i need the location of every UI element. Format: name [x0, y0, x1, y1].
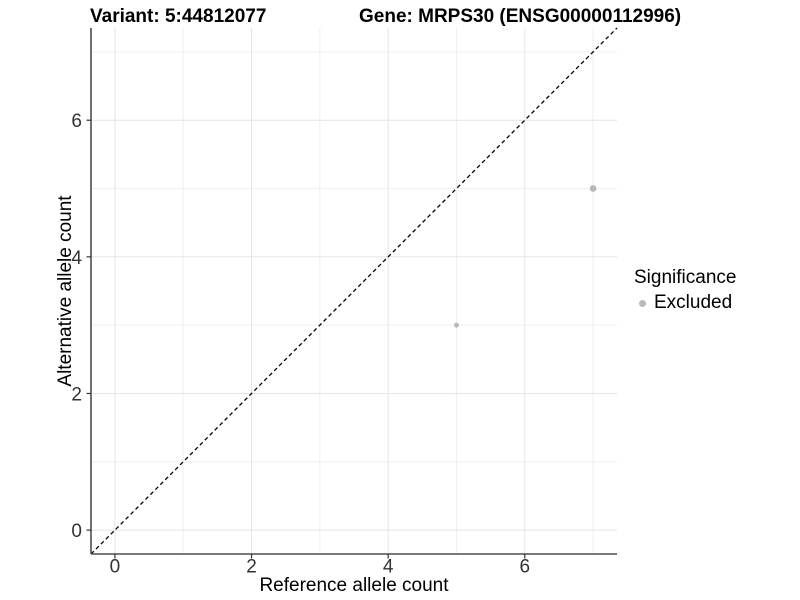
legend-title: Significance [634, 267, 737, 288]
plot-title-gene: Gene: MRPS30 (ENSG00000112996) [359, 6, 682, 27]
y-tick-label: 2 [71, 384, 82, 405]
x-tick-label: 6 [519, 557, 530, 578]
y-tick-label: 4 [71, 248, 82, 269]
legend-item-label: Excluded [654, 292, 733, 313]
x-axis-label: Reference allele count [259, 575, 449, 596]
plot-title-variant: Variant: 5:44812077 [90, 6, 267, 27]
legend: Significance Excluded [634, 267, 736, 314]
data-point[interactable] [589, 185, 597, 192]
x-tick-label: 4 [383, 557, 394, 578]
y-tick-label: 0 [71, 521, 82, 542]
data-point[interactable] [453, 322, 459, 328]
x-tick-label: 2 [246, 557, 257, 578]
legend-item-excluded[interactable]: Excluded [634, 292, 736, 314]
y-axis-label: Alternative allele count [55, 195, 76, 387]
identity-reference-line [90, 27, 618, 555]
legend-point-icon [639, 299, 646, 307]
x-tick-label: 0 [110, 557, 121, 578]
y-tick-label: 6 [71, 111, 82, 132]
